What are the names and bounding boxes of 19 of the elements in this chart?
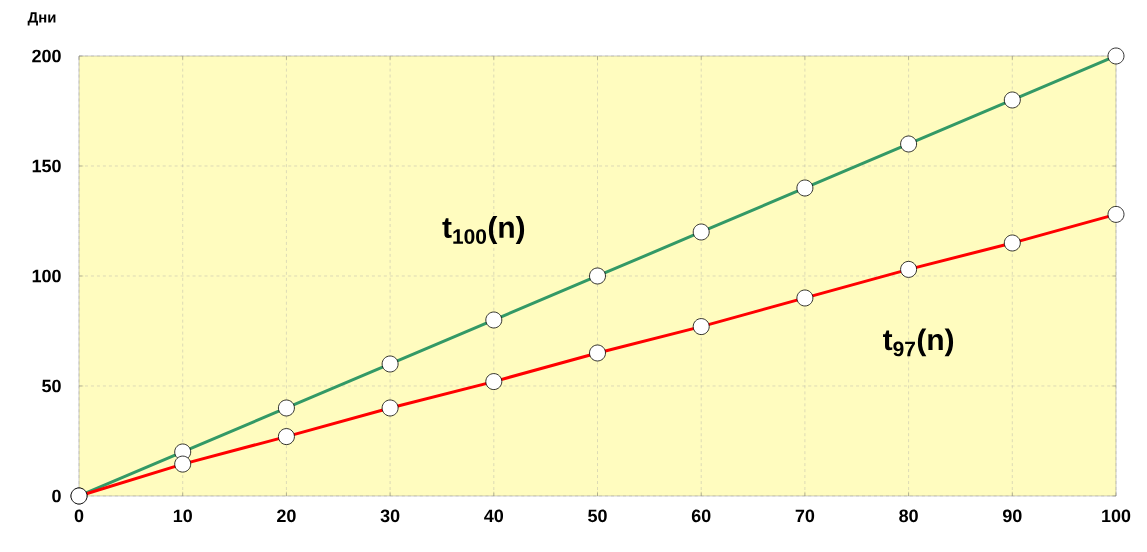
x-tick-label: 80 — [899, 509, 918, 523]
x-tick-label: 90 — [1002, 509, 1022, 523]
x-tick-label: 0 — [74, 509, 84, 523]
x-tick-label: 70 — [795, 509, 815, 523]
x-tick-label: 60 — [691, 509, 711, 523]
series-label: t$_{100}$(n) — [442, 216, 525, 244]
y-axis-title: Дни — [27, 12, 56, 26]
y-tick-label: 150 — [32, 159, 61, 173]
y-tick-label: 100 — [32, 269, 61, 283]
x-tick-label: 50 — [588, 509, 607, 523]
x-tick-label: 30 — [380, 509, 400, 523]
y-tick-label: 200 — [32, 49, 61, 63]
x-tick-label: 100 — [1102, 509, 1131, 523]
y-tick-label: 50 — [42, 379, 61, 393]
y-tick-label: 0 — [52, 489, 61, 503]
x-tick-label: 10 — [173, 509, 192, 523]
x-tick-label: 40 — [484, 509, 504, 523]
x-tick-label: 20 — [277, 509, 296, 523]
series-label: t$_{97}$(n) — [883, 328, 954, 357]
